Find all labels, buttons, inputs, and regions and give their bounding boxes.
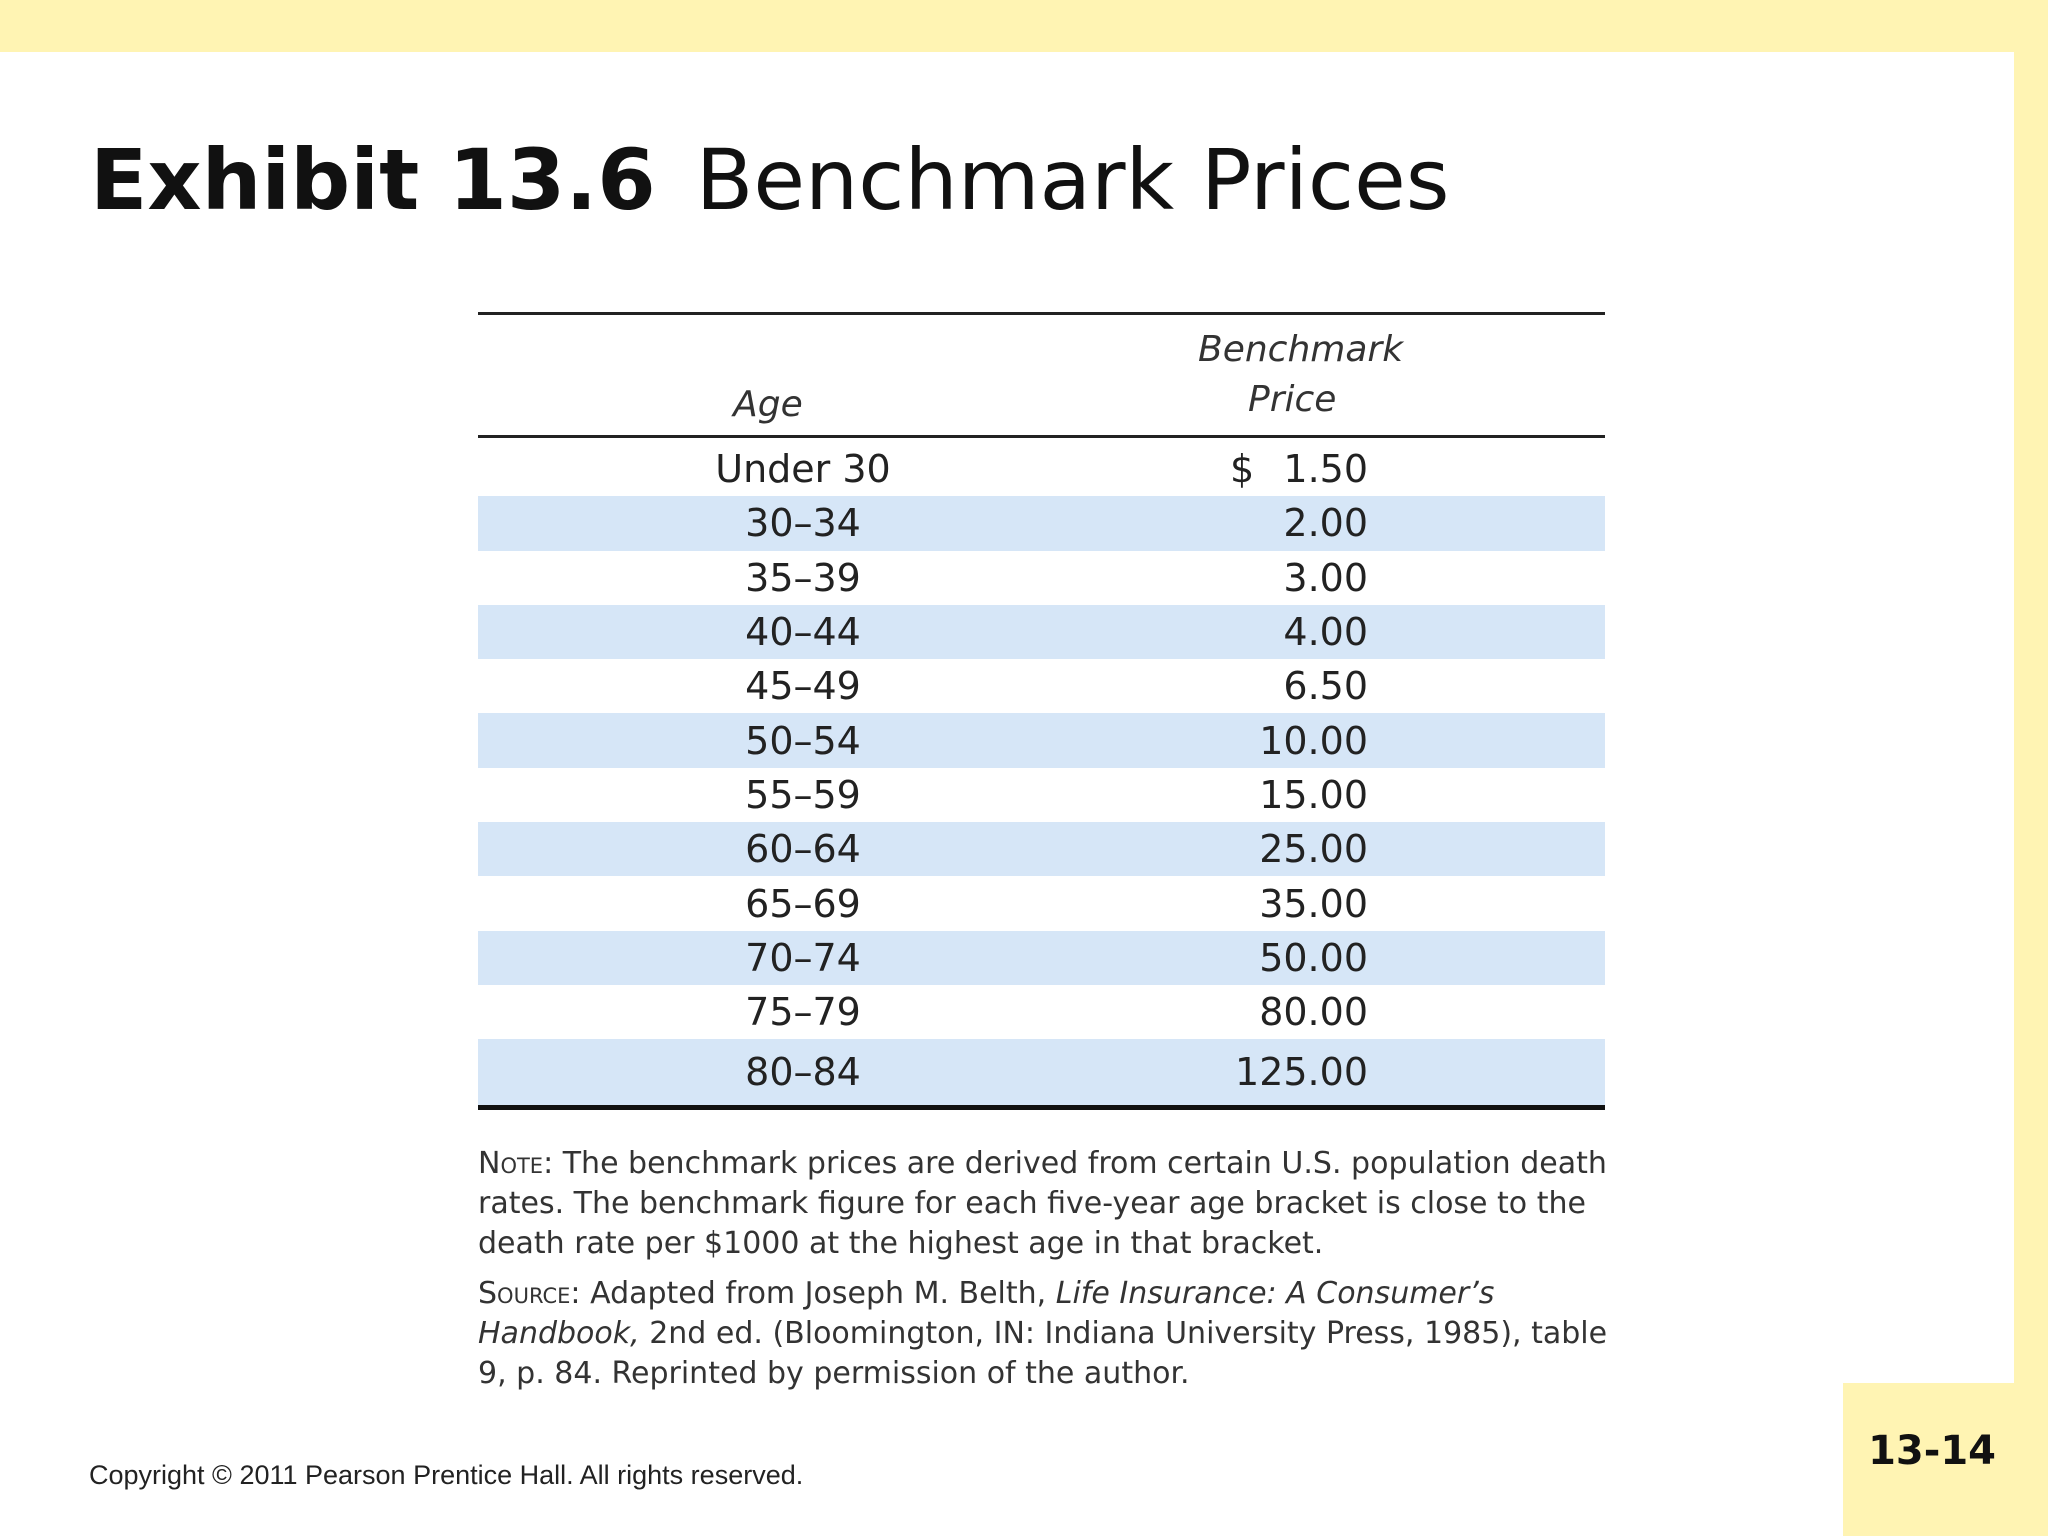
exhibit-number: Exhibit 13.6 bbox=[90, 131, 656, 229]
price-cell: 1.50 bbox=[1283, 447, 1368, 492]
header-price-line2: Price bbox=[1248, 379, 1337, 420]
table-row: 75–79 80.00 bbox=[478, 985, 1605, 1039]
page-number: 13-14 bbox=[1868, 1428, 1996, 1474]
price-cell: 3.00 bbox=[1283, 555, 1368, 600]
price-cell: 50.00 bbox=[1259, 935, 1368, 980]
price-cell: 6.50 bbox=[1283, 664, 1368, 709]
table-header: Age Benchmark Price bbox=[478, 315, 1605, 435]
price-cell: 10.00 bbox=[1259, 718, 1368, 763]
age-cell: 65–69 bbox=[745, 881, 861, 926]
age-cell: 70–74 bbox=[745, 935, 861, 980]
top-band bbox=[0, 0, 2048, 52]
exhibit-name: Benchmark Prices bbox=[695, 131, 1450, 229]
table-row: 55–59 15.00 bbox=[478, 768, 1605, 822]
age-cell: 35–39 bbox=[745, 555, 861, 600]
table-row: 60–64 25.00 bbox=[478, 822, 1605, 877]
table-row: 65–69 35.00 bbox=[478, 876, 1605, 930]
price-cell: 4.00 bbox=[1283, 610, 1368, 655]
header-price: Benchmark Price bbox=[1058, 325, 1598, 425]
table-row: 80–84 125.00 bbox=[478, 1039, 1605, 1106]
table-row: 30–34 2.00 bbox=[478, 496, 1605, 551]
source-book-title: Life Insurance: A Consumer’s Handbook, bbox=[478, 1276, 1495, 1351]
table-row: 70–74 50.00 bbox=[478, 930, 1605, 985]
table-top-rule bbox=[478, 312, 1605, 315]
age-cell: 45–49 bbox=[745, 664, 861, 709]
price-cell: 125.00 bbox=[1235, 1050, 1368, 1095]
age-cell: 50–54 bbox=[745, 718, 861, 763]
age-cell: 80–84 bbox=[745, 1050, 861, 1095]
copyright-notice: Copyright © 2011 Pearson Prentice Hall. … bbox=[89, 1460, 804, 1490]
note-paragraph: Note: The benchmark prices are derived f… bbox=[478, 1144, 1608, 1264]
price-cell: 35.00 bbox=[1259, 881, 1368, 926]
table-row: 40–44 4.00 bbox=[478, 604, 1605, 660]
age-cell: Under 30 bbox=[715, 447, 891, 492]
age-cell: 55–59 bbox=[745, 772, 861, 817]
slide-title: Exhibit 13.6 Benchmark Prices bbox=[90, 130, 1450, 231]
source-paragraph: Source: Adapted from Joseph M. Belth, Li… bbox=[478, 1274, 1608, 1394]
table-row: 50–54 10.00 bbox=[478, 713, 1605, 768]
table-row: 35–39 3.00 bbox=[478, 551, 1605, 605]
price-cell: 15.00 bbox=[1259, 772, 1368, 817]
table-row: Under 30 $1.50 bbox=[478, 442, 1605, 496]
age-cell: 60–64 bbox=[745, 827, 861, 872]
age-cell: 30–34 bbox=[745, 501, 861, 546]
source-text-2: 2nd ed. (Bloomington, IN: Indiana Univer… bbox=[478, 1316, 1608, 1391]
age-cell: 75–79 bbox=[745, 990, 861, 1035]
currency-symbol: $ bbox=[1230, 447, 1255, 492]
note-label: Note: bbox=[478, 1146, 554, 1181]
source-label: Source: bbox=[478, 1276, 581, 1311]
price-cell: 2.00 bbox=[1283, 501, 1368, 546]
table-row: 45–49 6.50 bbox=[478, 659, 1605, 713]
age-cell: 40–44 bbox=[745, 610, 861, 655]
benchmark-table: Age Benchmark Price Under 30 $1.50 30–34 2.… bbox=[478, 312, 1605, 1111]
price-cell: 25.00 bbox=[1259, 827, 1368, 872]
header-age: Age bbox=[733, 384, 803, 425]
header-price-line1: Benchmark bbox=[1198, 329, 1404, 370]
table-notes: Note: The benchmark prices are derived f… bbox=[478, 1144, 1608, 1404]
table-bottom-rule bbox=[478, 1105, 1605, 1111]
right-band bbox=[2014, 0, 2048, 1536]
source-text-1: Adapted from Joseph M. Belth, bbox=[580, 1276, 1056, 1311]
table-header-rule bbox=[478, 435, 1605, 438]
price-cell: 80.00 bbox=[1259, 990, 1368, 1035]
table-body: Under 30 $1.50 30–34 2.00 35–39 3.00 40–44 4.00… bbox=[478, 438, 1605, 1106]
page-number-box bbox=[1843, 1383, 2048, 1536]
note-text: The benchmark prices are derived from ce… bbox=[478, 1146, 1607, 1261]
